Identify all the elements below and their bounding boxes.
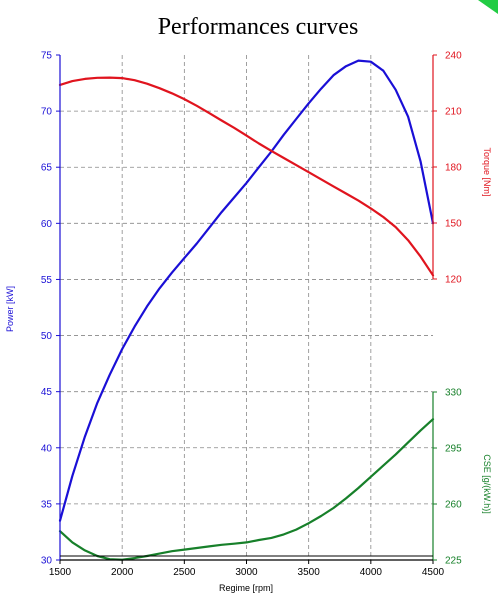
axes: 1500 2000 2500 3000 3500 4000 4500 30 35 40 45 50 55… bbox=[41, 51, 462, 579]
power-axis-label: Power [kW] bbox=[5, 286, 15, 332]
x-axis-label: Regime [rpm] bbox=[219, 583, 273, 593]
power-tick-label: 40 bbox=[41, 443, 53, 454]
power-tick-label: 55 bbox=[41, 275, 53, 286]
power-tick-label: 50 bbox=[41, 331, 53, 342]
power-tick-label: 45 bbox=[41, 387, 53, 398]
x-tick-label: 4000 bbox=[360, 567, 383, 578]
cse-tick-label: 295 bbox=[445, 444, 462, 455]
x-tick-label: 3000 bbox=[235, 567, 258, 578]
torque-series-line bbox=[58, 76, 435, 277]
torque-tick-label: 240 bbox=[445, 51, 462, 62]
corner-marker-icon bbox=[478, 0, 498, 14]
x-tick-label: 1500 bbox=[49, 567, 72, 578]
cse-tick-label: 225 bbox=[445, 556, 462, 567]
power-tick-label: 35 bbox=[41, 499, 53, 510]
torque-tick-label: 150 bbox=[445, 219, 462, 230]
power-tick-label: 75 bbox=[41, 51, 53, 62]
torque-tick-label: 210 bbox=[445, 107, 462, 118]
x-tick-label: 3500 bbox=[298, 567, 321, 578]
x-tick-label: 2000 bbox=[111, 567, 134, 578]
cse-tick-label: 260 bbox=[445, 500, 462, 511]
grid bbox=[60, 55, 433, 560]
chart-title: Performances curves bbox=[158, 14, 359, 40]
torque-axis-label: Torque [Nm] bbox=[482, 147, 492, 196]
power-tick-label: 70 bbox=[41, 107, 53, 118]
torque-tick-label: 180 bbox=[445, 163, 462, 174]
power-series-line bbox=[58, 59, 435, 522]
power-tick-label: 30 bbox=[41, 556, 53, 567]
cse-tick-label: 330 bbox=[445, 388, 462, 399]
torque-tick-label: 120 bbox=[445, 275, 462, 286]
power-tick-label: 65 bbox=[41, 163, 53, 174]
cse-axis-label: CSE [g/(kW.h)] bbox=[482, 454, 492, 514]
x-tick-label: 2500 bbox=[173, 567, 196, 578]
x-tick-label: 4500 bbox=[422, 567, 445, 578]
power-tick-label: 60 bbox=[41, 219, 53, 230]
